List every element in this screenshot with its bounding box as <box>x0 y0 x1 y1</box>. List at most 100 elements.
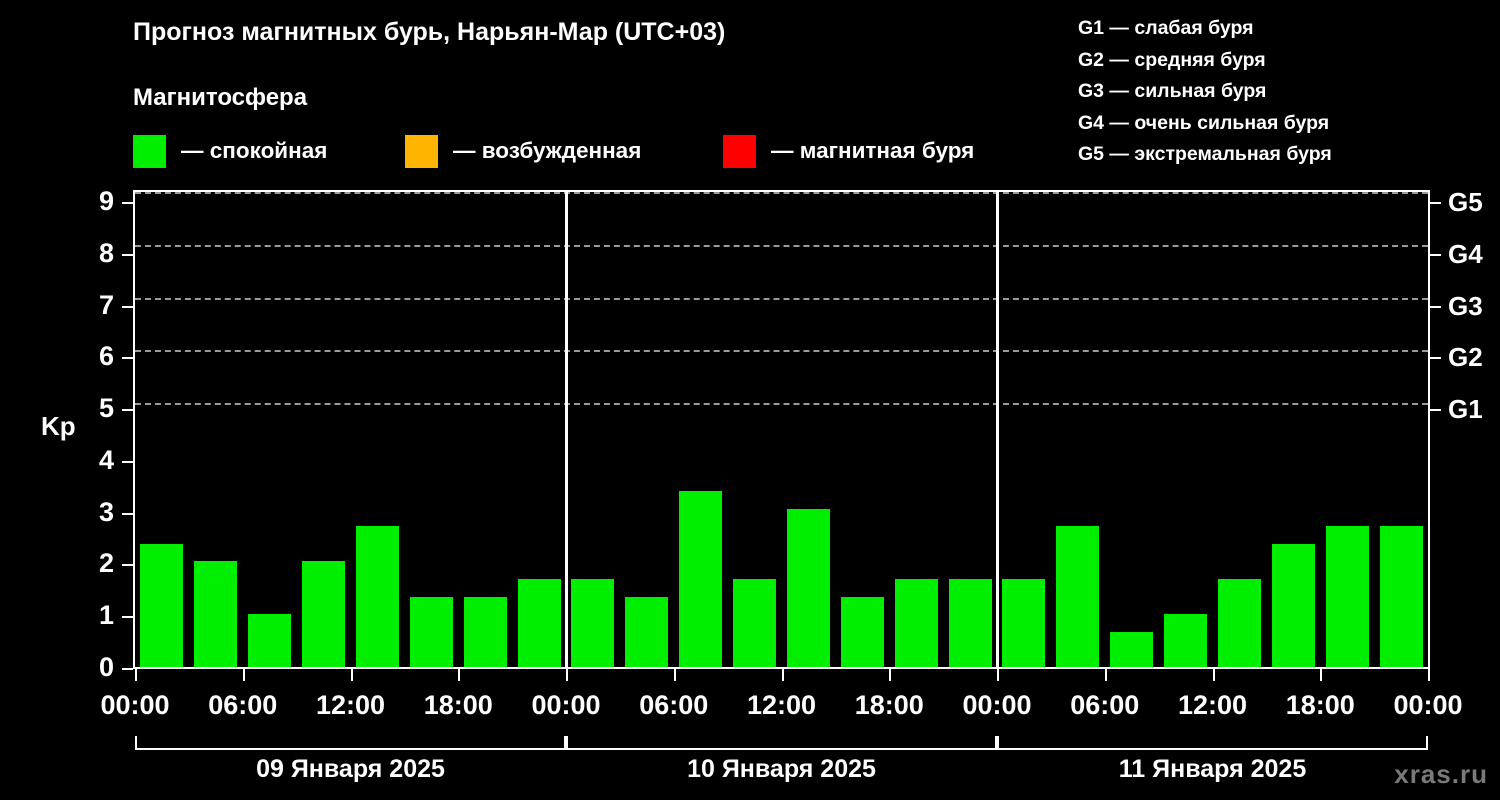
day-label: 11 Января 2025 <box>1118 755 1307 783</box>
x-tick-label: 18:00 <box>854 690 924 720</box>
bar[interactable] <box>1325 526 1369 667</box>
gridline-kp-8 <box>135 244 1428 247</box>
x-tick-mark <box>458 669 461 681</box>
y-tick-mark <box>122 409 133 412</box>
y-tick-mark <box>122 202 133 204</box>
bar[interactable] <box>194 561 238 667</box>
bar[interactable] <box>1164 614 1208 667</box>
day-bracket <box>135 736 566 750</box>
x-tick-mark <box>566 669 568 681</box>
bar[interactable] <box>733 578 777 667</box>
legend-label: — возбужденная <box>453 138 642 163</box>
g-scale-row-g3: G3 — сильная буря <box>1078 76 1498 108</box>
x-tick-label: 18:00 <box>1285 690 1355 720</box>
g-scale-description: — слабая буря <box>1104 17 1254 39</box>
y-tick-label: 4 <box>98 444 114 475</box>
right-axis-tick-mark <box>1430 202 1441 204</box>
g-scale-description: — экстремальная буря <box>1104 143 1332 165</box>
x-tick-mark <box>1320 669 1323 681</box>
y-tick-mark <box>122 460 133 463</box>
y-tick-mark <box>122 564 133 567</box>
watermark: xras.ru <box>1394 759 1488 789</box>
chart-canvas <box>135 192 1428 667</box>
legend-item-2: — магнитная буря <box>723 133 974 169</box>
y-tick-mark <box>122 253 133 256</box>
x-tick-label: 12:00 <box>315 690 386 720</box>
g-scale-description: — сильная буря <box>1104 80 1267 102</box>
y-tick-label: 3 <box>98 496 114 527</box>
y-tick-label: 7 <box>98 289 114 320</box>
bar[interactable] <box>140 544 184 667</box>
bar[interactable] <box>302 561 346 667</box>
bar[interactable] <box>1271 544 1315 667</box>
chart-plot-area <box>133 190 1430 669</box>
x-tick-mark <box>1104 669 1107 681</box>
y-tick-mark <box>122 616 133 619</box>
gridline-kp-6 <box>135 350 1428 353</box>
bar[interactable] <box>894 578 938 667</box>
x-tick-label: 06:00 <box>1070 690 1140 720</box>
gridline-kp-7 <box>135 297 1428 300</box>
bar[interactable] <box>248 614 292 667</box>
day-label: 09 Января 2025 <box>256 755 445 783</box>
bar[interactable] <box>786 508 830 667</box>
right-axis-tick-mark <box>1430 305 1441 308</box>
bar[interactable] <box>1217 578 1261 667</box>
page-title: Прогноз магнитных бурь, Нарьян-Мар (UTC+… <box>133 18 726 46</box>
bar[interactable] <box>571 578 615 667</box>
g-scale-code: G3 <box>1078 80 1105 102</box>
day-bracket <box>997 736 1428 750</box>
legend-color-swatch <box>133 134 166 168</box>
right-axis-tick-mark <box>1430 253 1441 256</box>
bar[interactable] <box>625 596 669 667</box>
bar[interactable] <box>679 491 723 667</box>
bar[interactable] <box>517 578 561 667</box>
bar[interactable] <box>1056 526 1100 667</box>
x-tick-mark <box>242 669 245 681</box>
day-separator <box>564 192 568 667</box>
legend-item-0: — спокойная <box>133 133 327 169</box>
bar[interactable] <box>1379 526 1423 667</box>
legend-label: — магнитная буря <box>771 138 975 163</box>
g-scale-row-g5: G5 — экстремальная буря <box>1078 139 1498 171</box>
gridline-kp-5 <box>135 403 1428 406</box>
x-tick-label: 06:00 <box>639 690 709 720</box>
bar[interactable] <box>463 596 507 667</box>
g-scale-code: G1 <box>1078 17 1105 39</box>
y-tick-label: 1 <box>98 600 114 631</box>
y-tick-mark <box>122 357 133 360</box>
x-tick-label: 06:00 <box>208 690 278 720</box>
right-axis-tick-g3: G3 <box>1448 290 1483 321</box>
g-scale-code: G2 <box>1078 48 1105 71</box>
bar[interactable] <box>1002 578 1046 667</box>
y-tick-label: 2 <box>98 548 114 579</box>
y-tick-label: 9 <box>98 186 114 216</box>
magnetosphere-heading: Магнитосфера <box>133 84 308 111</box>
bar[interactable] <box>1110 631 1154 667</box>
y-tick-label: 6 <box>98 341 114 372</box>
x-tick-mark <box>135 669 137 681</box>
day-label: 10 Января 2025 <box>687 755 876 783</box>
g-scale-row-g4: G4 — очень сильная буря <box>1078 108 1498 140</box>
g-scale-row-g1: G1 — слабая буря <box>1078 13 1498 45</box>
x-tick-mark <box>1212 669 1215 681</box>
right-axis-tick-g5: G5 <box>1448 187 1483 217</box>
legend-label: — спокойная <box>181 138 328 163</box>
y-tick-label: 5 <box>98 393 114 424</box>
x-tick-mark <box>889 669 892 681</box>
bar[interactable] <box>948 578 992 667</box>
right-axis-tick-g1: G1 <box>1448 394 1483 425</box>
bar[interactable] <box>409 596 453 667</box>
bar[interactable] <box>355 526 399 667</box>
x-tick-label: 12:00 <box>746 690 817 720</box>
x-tick-mark <box>673 669 676 681</box>
legend-item-1: — возбужденная <box>405 133 641 169</box>
bar[interactable] <box>840 596 884 667</box>
day-separator <box>995 192 999 667</box>
gridline-kp-9 <box>135 192 1428 194</box>
g-scale-code: G4 <box>1078 111 1105 134</box>
right-axis-tick-mark <box>1430 357 1441 360</box>
x-tick-mark <box>781 669 784 681</box>
day-bracket <box>566 736 997 750</box>
